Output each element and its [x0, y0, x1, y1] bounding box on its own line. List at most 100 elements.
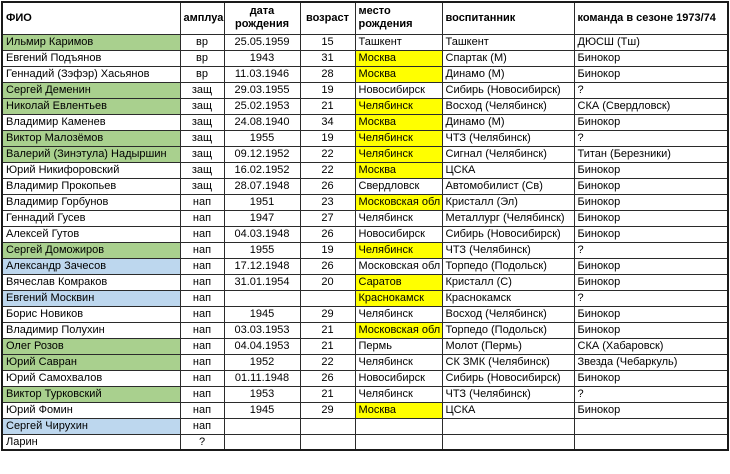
cell-date[interactable]: 04.03.1948	[223, 225, 301, 243]
cell-fio[interactable]: Геннадий Гусев	[1, 209, 181, 227]
cell-team[interactable]: Бинокор	[573, 305, 729, 323]
cell-age[interactable]: 26	[299, 177, 356, 195]
cell-place[interactable]: Московская обл	[354, 193, 443, 211]
cell-vosp[interactable]: Динамо (М)	[441, 65, 575, 83]
cell-team[interactable]	[573, 417, 729, 435]
cell-place[interactable]: Челябинск	[354, 97, 443, 115]
cell-date[interactable]: 01.11.1948	[223, 369, 301, 387]
cell-team[interactable]: Бинокор	[573, 321, 729, 339]
cell-vosp[interactable]: Ташкент	[441, 33, 575, 51]
cell-age[interactable]: 27	[299, 209, 356, 227]
cell-date[interactable]: 1947	[223, 209, 301, 227]
cell-vosp[interactable]: Металлург (Челябинск)	[441, 209, 575, 227]
cell-vosp[interactable]: Краснокамск	[441, 289, 575, 307]
cell-team[interactable]: Бинокор	[573, 209, 729, 227]
cell-team[interactable]: Бинокор	[573, 257, 729, 275]
cell-place[interactable]: Москва	[354, 49, 443, 67]
cell-team[interactable]: ?	[573, 129, 729, 147]
cell-team[interactable]: Звезда (Чебаркуль)	[573, 353, 729, 371]
cell-fio[interactable]: Виктор Турковский	[1, 385, 181, 403]
cell-age[interactable]: 21	[299, 97, 356, 115]
cell-place[interactable]: Новосибирск	[354, 81, 443, 99]
cell-team[interactable]: ?	[573, 385, 729, 403]
cell-fio[interactable]: Борис Новиков	[1, 305, 181, 323]
cell-amplua[interactable]: нап	[179, 385, 225, 403]
cell-vosp[interactable]: Восход (Челябинск)	[441, 97, 575, 115]
cell-date[interactable]: 31.01.1954	[223, 273, 301, 291]
cell-age[interactable]: 22	[299, 161, 356, 179]
cell-amplua[interactable]: нап	[179, 305, 225, 323]
cell-place[interactable]	[354, 417, 443, 435]
cell-fio[interactable]: Ильмир Каримов	[1, 33, 181, 51]
cell-vosp[interactable]: Молот (Пермь)	[441, 337, 575, 355]
cell-amplua[interactable]: нап	[179, 353, 225, 371]
cell-team[interactable]: ?	[573, 241, 729, 259]
cell-fio[interactable]: Евгений Москвин	[1, 289, 181, 307]
cell-amplua[interactable]: защ	[179, 177, 225, 195]
cell-age[interactable]: 20	[299, 273, 356, 291]
cell-place[interactable]: Краснокамск	[354, 289, 443, 307]
cell-fio[interactable]: Олег Розов	[1, 337, 181, 355]
cell-amplua[interactable]: защ	[179, 129, 225, 147]
cell-vosp[interactable]: Сибирь (Новосибирск)	[441, 225, 575, 243]
cell-amplua[interactable]: нап	[179, 369, 225, 387]
cell-amplua[interactable]: нап	[179, 257, 225, 275]
cell-age[interactable]: 31	[299, 49, 356, 67]
cell-fio[interactable]: Юрий Самохвалов	[1, 369, 181, 387]
cell-age[interactable]: 34	[299, 113, 356, 131]
cell-age[interactable]: 26	[299, 225, 356, 243]
cell-amplua[interactable]: нап	[179, 225, 225, 243]
cell-amplua[interactable]: нап	[179, 289, 225, 307]
cell-amplua[interactable]: защ	[179, 97, 225, 115]
cell-date[interactable]	[223, 417, 301, 435]
cell-vosp[interactable]: Сибирь (Новосибирск)	[441, 81, 575, 99]
cell-fio[interactable]: Евгений Подъянов	[1, 49, 181, 67]
cell-team[interactable]: Бинокор	[573, 225, 729, 243]
cell-vosp[interactable]: Торпедо (Подольск)	[441, 321, 575, 339]
cell-vosp[interactable]: ЦСКА	[441, 401, 575, 419]
cell-vosp[interactable]: Кристалл (С)	[441, 273, 575, 291]
cell-amplua[interactable]: нап	[179, 321, 225, 339]
cell-age[interactable]	[299, 417, 356, 435]
cell-place[interactable]: Пермь	[354, 337, 443, 355]
cell-age[interactable]: 29	[299, 305, 356, 323]
header-cell-place[interactable]: место рождения	[354, 1, 443, 35]
cell-place[interactable]: Москва	[354, 401, 443, 419]
cell-vosp[interactable]: Автомобилист (Св)	[441, 177, 575, 195]
cell-team[interactable]: Бинокор	[573, 49, 729, 67]
header-cell-age[interactable]: возраст	[299, 1, 356, 35]
cell-place[interactable]: Ташкент	[354, 33, 443, 51]
header-cell-vosp[interactable]: воспитанник	[441, 1, 575, 35]
cell-age[interactable]: 21	[299, 321, 356, 339]
cell-fio[interactable]: Валерий (Зинэтула) Надыршин	[1, 145, 181, 163]
cell-age[interactable]: 26	[299, 257, 356, 275]
cell-fio[interactable]: Виктор Малозёмов	[1, 129, 181, 147]
header-cell-team[interactable]: команда в сезоне 1973/74	[573, 1, 729, 35]
cell-team[interactable]: ДЮСШ (Тш)	[573, 33, 729, 51]
cell-fio[interactable]: Владимир Полухин	[1, 321, 181, 339]
cell-age[interactable]: 19	[299, 241, 356, 259]
cell-date[interactable]: 16.02.1952	[223, 161, 301, 179]
cell-date[interactable]: 1945	[223, 401, 301, 419]
cell-fio[interactable]: Геннадий (Зэфэр) Хасьянов	[1, 65, 181, 83]
cell-vosp[interactable]: Сигнал (Челябинск)	[441, 145, 575, 163]
cell-age[interactable]: 22	[299, 145, 356, 163]
cell-place[interactable]: Челябинск	[354, 209, 443, 227]
cell-team[interactable]: Бинокор	[573, 113, 729, 131]
cell-team[interactable]: Бинокор	[573, 193, 729, 211]
cell-amplua[interactable]: защ	[179, 161, 225, 179]
cell-age[interactable]: 15	[299, 33, 356, 51]
cell-amplua[interactable]: нап	[179, 241, 225, 259]
cell-age[interactable]: 28	[299, 65, 356, 83]
cell-date[interactable]: 24.08.1940	[223, 113, 301, 131]
cell-fio[interactable]: Александр Зачесов	[1, 257, 181, 275]
cell-date[interactable]: 1943	[223, 49, 301, 67]
cell-team[interactable]: Бинокор	[573, 401, 729, 419]
cell-date[interactable]: 1955	[223, 241, 301, 259]
cell-place[interactable]: Москва	[354, 113, 443, 131]
cell-fio[interactable]: Ларин	[1, 433, 181, 451]
cell-amplua[interactable]: ?	[179, 433, 225, 451]
cell-date[interactable]: 03.03.1953	[223, 321, 301, 339]
cell-date[interactable]: 25.02.1953	[223, 97, 301, 115]
cell-amplua[interactable]: нап	[179, 209, 225, 227]
